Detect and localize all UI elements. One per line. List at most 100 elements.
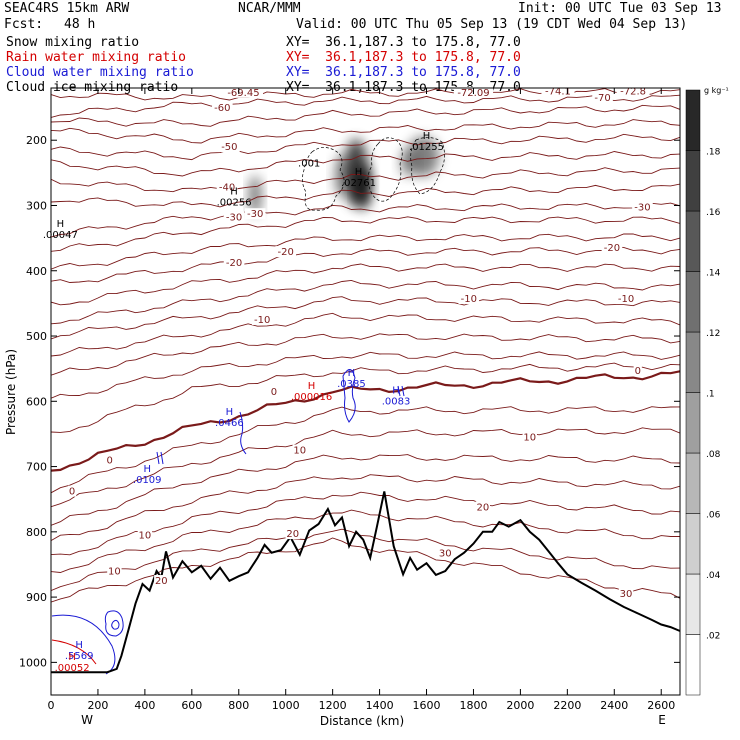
max-marker: H [230,186,238,197]
x-tick-label: 600 [181,699,202,712]
forecast-label: Fcst: [4,17,44,32]
cloud-water-contour [156,451,164,465]
max-value: .02761 [341,178,376,189]
contour-label-bg [223,86,264,98]
contour-label-bg [275,246,297,258]
colorbar-unit: g kg⁻¹ [704,86,729,95]
isotherm-label: -30 [247,209,263,220]
isotherm-line [51,88,680,101]
cloud-water-contour [239,411,247,455]
max-marker: H [392,386,400,397]
max-value: .0083 [382,397,411,408]
legend-snow-label: Snow mixing ratio [6,35,140,50]
colorbar-tick-label: .1 [706,390,715,400]
x-tick-label: 1800 [459,699,487,712]
contour-label-bg [601,242,623,254]
x-tick-label: 2400 [600,699,628,712]
colorbar-swatch [685,89,701,151]
colorbar-swatch [685,271,701,333]
max-value: .00256 [217,197,252,208]
isotherm-line [51,183,680,208]
colorbar-swatch [685,150,701,212]
colorbar-swatch [685,452,701,514]
snow-contour [410,137,445,195]
plot-frame [50,87,681,696]
colorbar: .02 .04 .06 .08 .1 .12 .14 .16 .18 g kg⁻¹ [685,86,729,696]
isotherm-line [51,233,680,270]
contour-label-bg [105,454,114,466]
isotherm-line [51,151,680,177]
isotherm-label: -20 [604,243,620,254]
y-tick-label: 900 [26,591,47,604]
max-marker: H [348,368,356,379]
x-tick-label: 200 [87,699,108,712]
contour-label-bg [615,293,637,305]
contour-label-bg [269,385,279,397]
isotherm-line [51,474,680,541]
contour-label-bg [475,501,491,513]
colorbar-swatch [685,210,701,272]
y-tick-label: 800 [26,526,47,539]
contour-label-bg [458,293,480,305]
x-tick-label: 2200 [553,699,581,712]
isotherm-line [51,202,680,238]
contour-label-bg [223,257,245,269]
isotherm-line [51,528,680,592]
max-marker: H [75,640,83,651]
isotherm-line [51,246,680,283]
isotherm-label: 10 [523,432,536,443]
max-value: .5569 [65,651,94,662]
isotherm-line [51,491,680,556]
contour-label-bg [541,85,575,97]
colorbar-tick-label: .16 [706,208,721,218]
max-marker: H [423,131,431,142]
x-tick-label: 2600 [647,699,675,712]
contour-label-bg [154,575,169,587]
y-tick-label: 500 [26,330,47,343]
isotherm-label: -30 [226,212,242,223]
isotherm-label: 0 [69,487,75,498]
init-time: Init: 00 UTC Tue 03 Sep 13 [518,1,722,16]
snow-contour [302,147,345,211]
ice-shading-blob [334,154,351,199]
max-value: .0466 [215,418,244,429]
colorbar-swatch [685,331,701,393]
colorbar-tick-label: .14 [706,269,721,279]
terrain-profile [51,491,681,674]
cloud-water-contour [51,614,116,675]
contour-label-bg [216,181,238,193]
y-tick-label: 200 [26,134,47,147]
x-tick-label: 0 [48,699,55,712]
y-axis-label: Pressure (hPa) [4,349,18,435]
valid-time: Valid: 00 UTC Thu 05 Sep 13 (19 CDT Wed … [296,17,688,32]
isotherm-label: 10 [108,566,121,577]
isotherm-label: 20 [155,576,168,587]
east-end-label: E [658,713,666,727]
max-value: .00047 [43,230,78,241]
center-label: NCAR/MMM [238,1,301,16]
isotherm-label: -10 [461,294,477,305]
terrain-line [51,491,681,674]
isotherm-label: -74.1 [545,87,571,98]
isotherm-line [51,454,680,526]
contour-label-bg [632,201,653,213]
colorbar-swatch [685,573,701,635]
isotherm-label: 0 [635,366,641,377]
x-tick-label: 400 [134,699,155,712]
contour-label-bg [592,92,613,104]
isotherm-label: 10 [293,446,306,457]
isotherm-line [51,263,680,306]
isotherm-label: 20 [476,502,489,513]
isotherm-label: -60 [214,103,230,114]
contour-label-bg [107,565,122,577]
isotherm-label: -10 [254,315,270,326]
maximum-labels: H.00047H.00256H.02761H.01255.001H.0385H.… [43,131,444,674]
isotherm-line [51,279,680,325]
cloud-water-contour [104,610,124,637]
contour-label-bg [219,141,240,153]
isotherm-label: -72.8 [620,87,646,98]
colorbar-tick-label: .12 [706,329,720,339]
max-marker: H [143,464,151,475]
temperature-contours [51,88,680,603]
x-tick-label: 2000 [506,699,534,712]
